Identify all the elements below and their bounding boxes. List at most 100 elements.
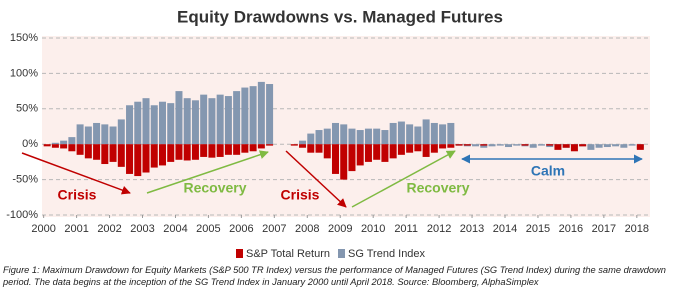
bar bbox=[266, 84, 274, 145]
annotation: Calm bbox=[531, 163, 565, 179]
bar bbox=[406, 124, 414, 145]
bar bbox=[117, 119, 125, 145]
bar bbox=[406, 144, 414, 153]
x-tick-label: 2015 bbox=[526, 223, 550, 235]
x-tick-label: 2009 bbox=[328, 223, 352, 235]
bar bbox=[348, 128, 356, 145]
bar bbox=[249, 86, 257, 145]
bar bbox=[439, 144, 447, 149]
bar bbox=[554, 144, 562, 150]
x-tick-label: 2010 bbox=[361, 223, 385, 235]
bar bbox=[430, 122, 438, 145]
bar bbox=[249, 144, 257, 152]
bar bbox=[101, 144, 109, 165]
bar bbox=[299, 140, 307, 145]
annotation: Crisis bbox=[281, 187, 320, 203]
bar bbox=[562, 144, 570, 148]
bar bbox=[381, 144, 389, 162]
x-tick-label: 2013 bbox=[460, 223, 484, 235]
bar bbox=[43, 144, 51, 147]
legend-swatch bbox=[338, 249, 345, 258]
bar bbox=[496, 144, 504, 146]
bar bbox=[60, 140, 68, 145]
x-tick-label: 2006 bbox=[229, 223, 253, 235]
bar bbox=[331, 122, 339, 145]
x-tick-label: 2014 bbox=[493, 223, 517, 235]
x-tick-label: 2005 bbox=[196, 223, 220, 235]
bar bbox=[389, 122, 397, 145]
bar bbox=[323, 128, 331, 145]
bar bbox=[364, 128, 372, 145]
annotation-arrow bbox=[351, 150, 456, 208]
bar bbox=[513, 144, 521, 146]
bar bbox=[315, 130, 323, 145]
bar bbox=[142, 144, 150, 173]
bar bbox=[266, 144, 274, 146]
bar bbox=[109, 144, 117, 162]
bar bbox=[414, 126, 422, 145]
bar bbox=[216, 144, 224, 157]
bar bbox=[208, 144, 216, 158]
annotation-arrow bbox=[146, 150, 269, 194]
bar bbox=[208, 98, 216, 145]
bar bbox=[142, 98, 150, 145]
bar bbox=[389, 144, 397, 159]
bar bbox=[109, 126, 117, 145]
bar bbox=[315, 144, 323, 153]
bar bbox=[134, 144, 142, 177]
bar bbox=[158, 101, 166, 145]
chart-title: Equity Drawdowns vs. Managed Futures bbox=[177, 7, 503, 26]
bar bbox=[84, 144, 92, 159]
bar bbox=[150, 144, 158, 168]
chart: Equity Drawdowns vs. Managed Futures -10… bbox=[6, 7, 650, 260]
x-tick-label: 2008 bbox=[295, 223, 319, 235]
bar bbox=[241, 87, 249, 145]
x-tick-label: 2002 bbox=[97, 223, 121, 235]
y-tick-label: 100% bbox=[10, 67, 38, 79]
y-tick-label: 0% bbox=[22, 138, 38, 150]
annotation: Crisis bbox=[58, 187, 97, 203]
bar bbox=[93, 144, 101, 160]
annotation-arrow bbox=[285, 150, 347, 208]
bar bbox=[612, 144, 620, 147]
bar bbox=[587, 144, 595, 150]
bar bbox=[439, 124, 447, 145]
bar bbox=[620, 144, 628, 148]
bar bbox=[224, 144, 232, 155]
bar bbox=[373, 128, 381, 145]
bar bbox=[307, 133, 315, 145]
bar bbox=[447, 122, 455, 145]
bar bbox=[175, 91, 183, 145]
x-tick-label: 2018 bbox=[625, 223, 649, 235]
bar bbox=[93, 122, 101, 145]
bar bbox=[340, 124, 348, 145]
bar bbox=[191, 100, 199, 145]
bar bbox=[117, 144, 125, 167]
bar bbox=[216, 94, 224, 145]
legend-label: S&P Total Return bbox=[246, 248, 330, 260]
y-tick-label: -100% bbox=[6, 209, 38, 221]
x-tick-label: 2000 bbox=[31, 223, 55, 235]
x-tick-label: 2003 bbox=[130, 223, 154, 235]
bar bbox=[101, 124, 109, 145]
bar bbox=[364, 144, 372, 162]
bar bbox=[233, 91, 241, 145]
bar bbox=[175, 144, 183, 160]
bar bbox=[381, 130, 389, 145]
annotation: Recovery bbox=[406, 180, 469, 196]
bar bbox=[257, 144, 265, 149]
bar bbox=[636, 144, 644, 150]
bar bbox=[150, 105, 158, 145]
bar bbox=[200, 94, 208, 145]
bar bbox=[373, 144, 381, 160]
bar bbox=[480, 144, 488, 146]
bar bbox=[307, 144, 315, 153]
x-tick-label: 2001 bbox=[64, 223, 88, 235]
bar bbox=[68, 144, 76, 152]
bar bbox=[224, 96, 232, 145]
bar bbox=[422, 119, 430, 145]
bar bbox=[76, 144, 84, 155]
bar bbox=[447, 144, 455, 148]
bar bbox=[570, 144, 578, 152]
bar bbox=[521, 144, 529, 146]
